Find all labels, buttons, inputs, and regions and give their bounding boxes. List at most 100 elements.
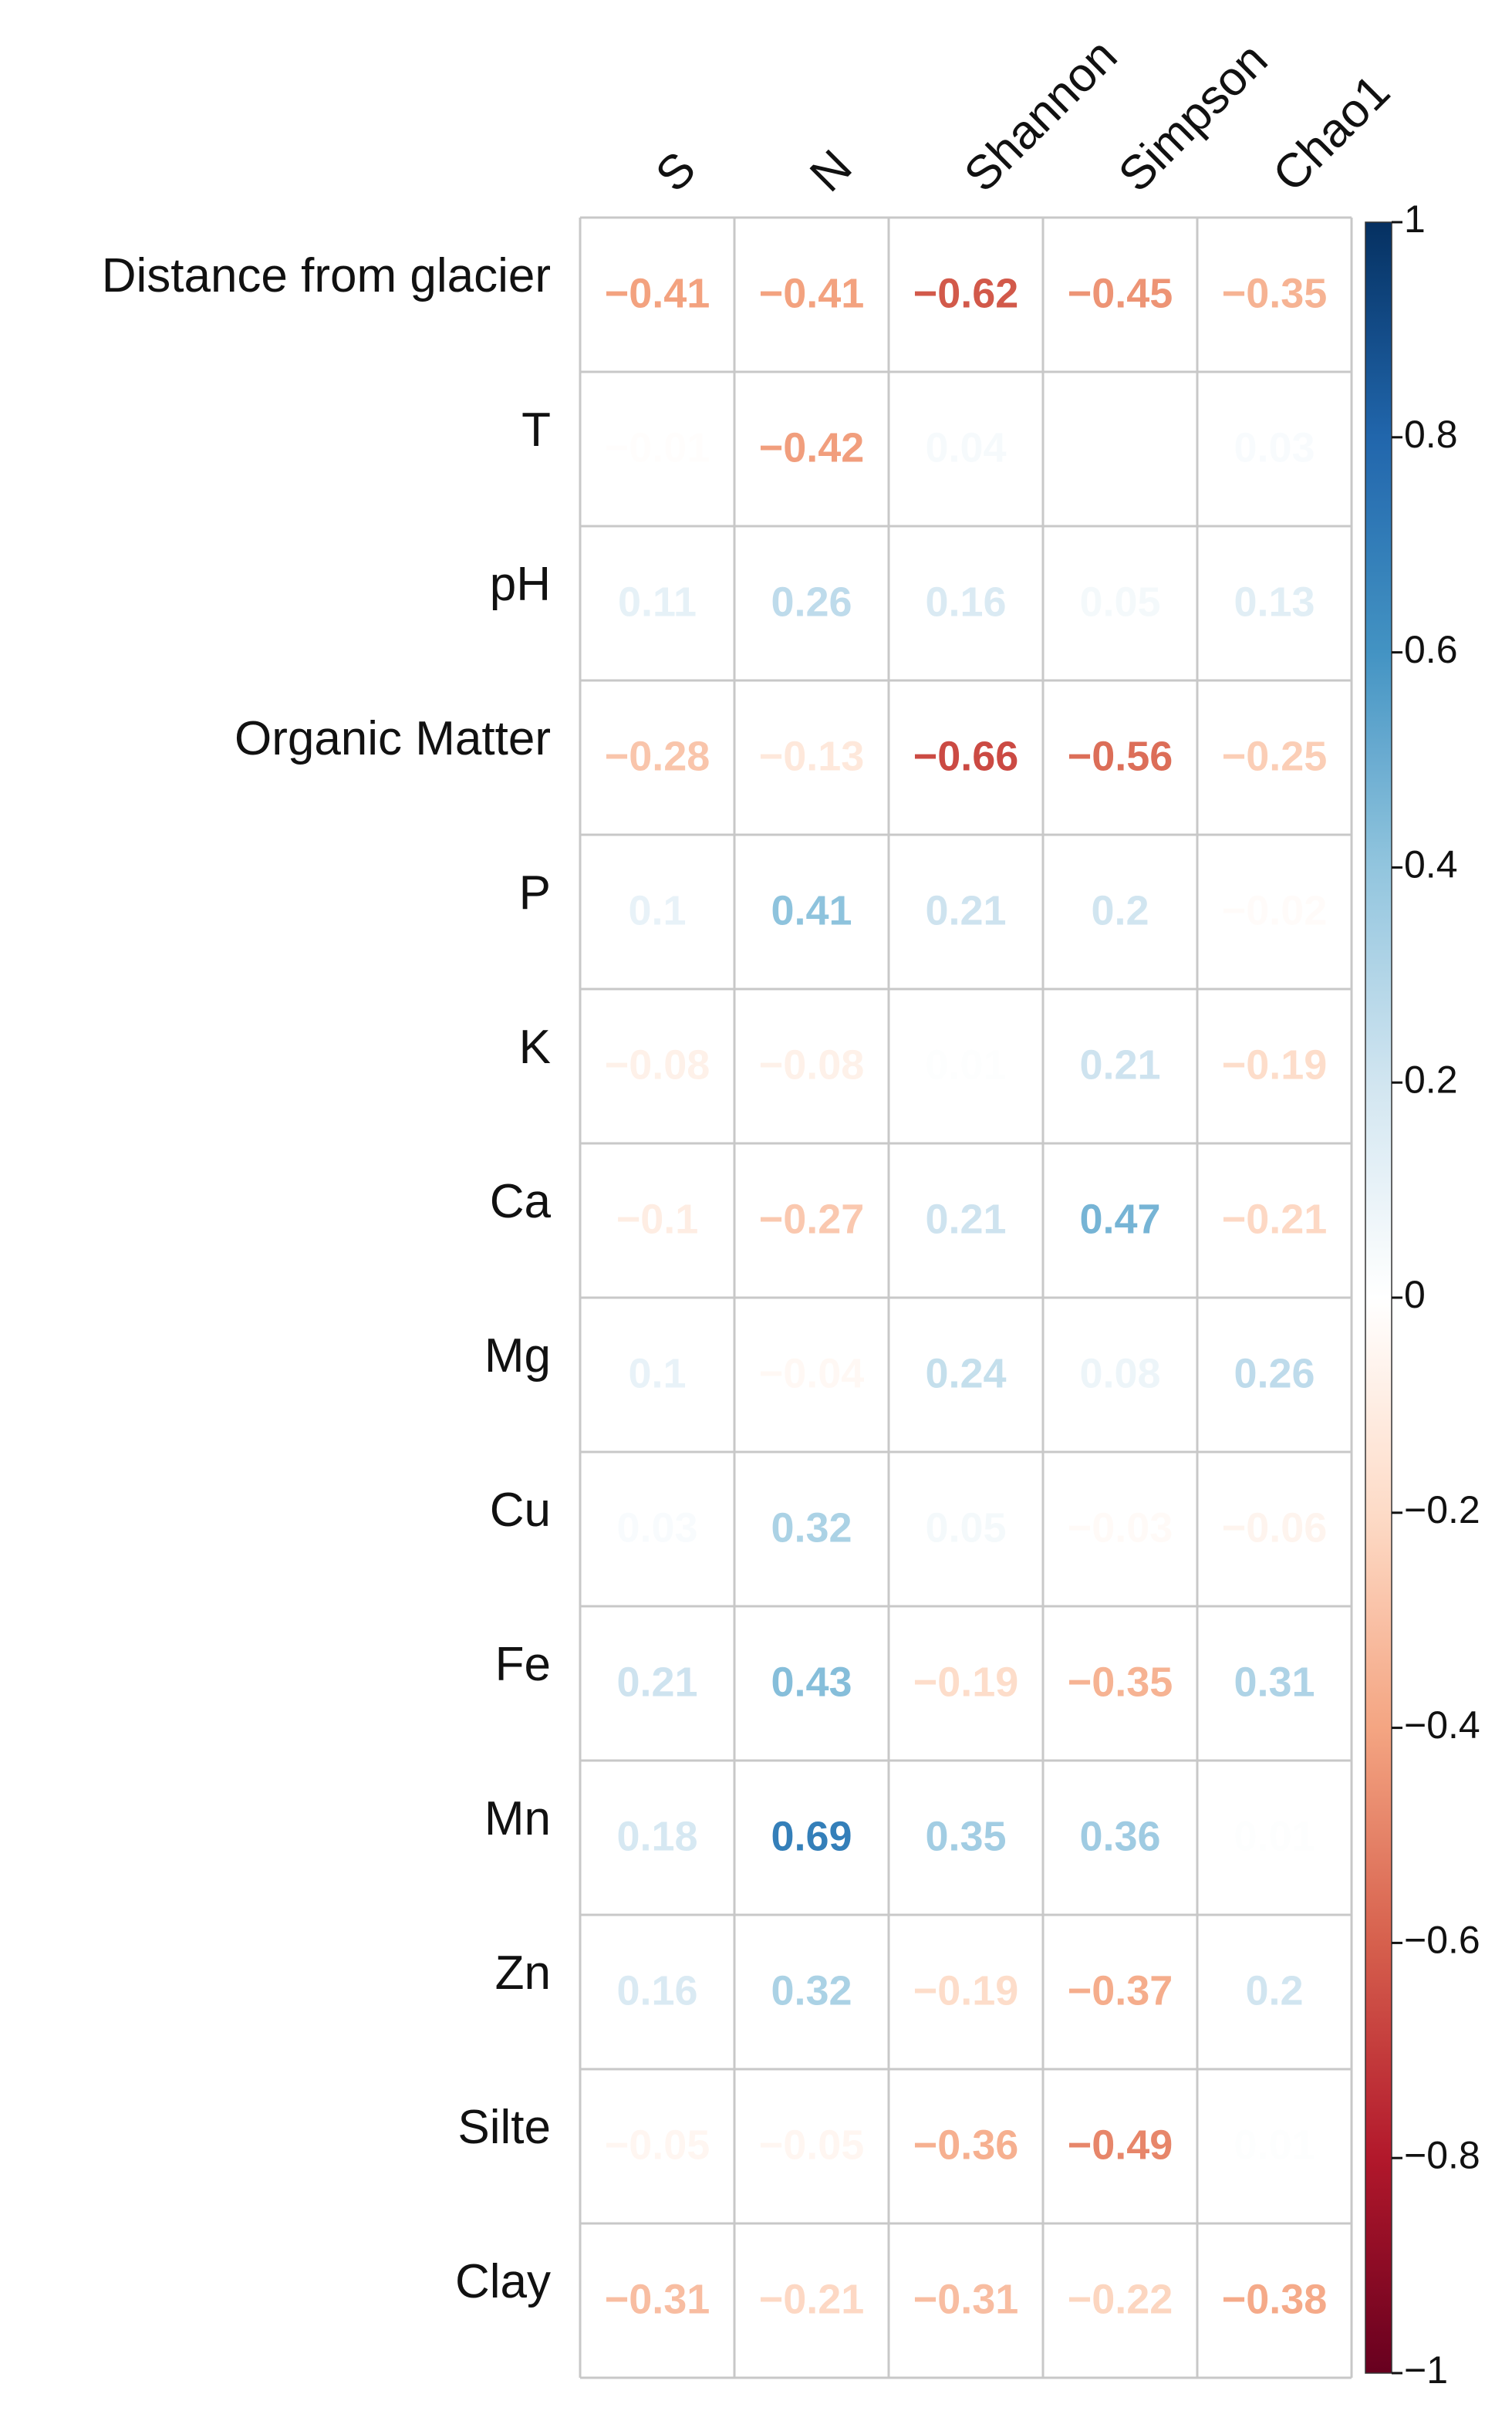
heatmap-cell [580, 989, 734, 1143]
colorbar: 1 0.8 0.6 0.4 0.2 0 −0.2 −0.4 −0.6 −0.8 −1 [1365, 198, 1480, 2392]
heatmap-cell [1043, 2069, 1197, 2223]
column-label: Simpson [1109, 33, 1277, 202]
heatmap-cell [1197, 1915, 1352, 2069]
heatmap-cell [1043, 1761, 1197, 1915]
cell-value: 0.01 [925, 1042, 1006, 1088]
cell-value: 0.41 [771, 887, 852, 934]
cell-value: 0.32 [771, 1504, 852, 1551]
heatmap-cell [1043, 1915, 1197, 2069]
colorbar-tick-label: −1 [1404, 2348, 1448, 2392]
column-label: Chao1 [1263, 65, 1400, 202]
cell-value: −0.1 [616, 1196, 699, 1242]
row-label: Zn [495, 1946, 551, 2000]
row-label: T [521, 403, 551, 457]
heatmap-cell [889, 1761, 1043, 1915]
heatmap-cell [1197, 2069, 1352, 2223]
heatmap-cell [734, 218, 889, 372]
cell-value: −0.28 [605, 733, 710, 779]
cell-value: 0.21 [925, 1196, 1006, 1242]
cell-value: 0.04 [925, 424, 1006, 471]
cell-value: −0.41 [759, 270, 865, 316]
cell-value: −0.05 [605, 2122, 710, 2168]
cell-value: 0.2 [1245, 1967, 1303, 2014]
cell-value: 0.01 [1234, 2122, 1315, 2168]
cell-value: 0.18 [616, 1813, 697, 1859]
column-label: N [800, 140, 862, 201]
heatmap-cell [1043, 1143, 1197, 1298]
heatmap-cell [1197, 835, 1352, 989]
heatmap-cell [1197, 218, 1352, 372]
heatmap-cell [580, 218, 734, 372]
cell-value: 0.05 [925, 1504, 1006, 1551]
cell-value: 0.47 [1079, 1196, 1160, 1242]
heatmap-cell [1197, 680, 1352, 835]
cell-value: −0.42 [759, 424, 865, 471]
column-label: S [646, 142, 706, 202]
heatmap-cell [1197, 1143, 1352, 1298]
cell-value: −0.21 [1222, 1196, 1328, 1242]
heatmap-cell [1197, 526, 1352, 680]
cell-value: −0.06 [1222, 1504, 1328, 1551]
row-label: pH [490, 558, 551, 611]
cell-value: −0.27 [759, 1196, 865, 1242]
heatmap-cell [1197, 2223, 1352, 2378]
heatmap-cell [580, 2069, 734, 2223]
heatmap-cell [889, 2223, 1043, 2378]
heatmap-cell [1043, 2223, 1197, 2378]
row-label: K [519, 1021, 551, 1074]
heatmap-cell [580, 2223, 734, 2378]
heatmap-cell [734, 1761, 889, 1915]
cell-value: −0.41 [605, 270, 710, 316]
heatmap-cell [1043, 1606, 1197, 1761]
colorbar-tick-label: −0.6 [1404, 1919, 1480, 1962]
cell-value: −0.13 [759, 733, 865, 779]
heatmap-cell [734, 1143, 889, 1298]
cell-value: −0.62 [913, 270, 1019, 316]
cell-value: 0.05 [1079, 579, 1160, 625]
colorbar-tick-label: 0.6 [1404, 628, 1458, 671]
heatmap-cell [734, 835, 889, 989]
heatmap-grid [579, 216, 1353, 2379]
heatmap-cell [889, 526, 1043, 680]
row-label: Ca [490, 1175, 552, 1228]
colorbar-tick-label: −0.8 [1404, 2133, 1480, 2176]
heatmap-cell [1043, 1452, 1197, 1606]
cell-value: −0.01 [605, 424, 710, 471]
heatmap-cell [889, 680, 1043, 835]
cell-value: 0.26 [771, 579, 852, 625]
cell-value: −0.38 [1222, 2276, 1328, 2322]
heatmap-cell [1043, 1298, 1197, 1452]
colorbar-tick-label: 0 [1404, 1273, 1426, 1316]
heatmap-cell [1197, 1452, 1352, 1606]
heatmap-cell [1043, 989, 1197, 1143]
heatmap-cell [734, 1915, 889, 2069]
heatmap-cell [734, 1298, 889, 1452]
row-label: Cu [490, 1484, 551, 1537]
heatmap-cell [1043, 218, 1197, 372]
cell-value: −0.35 [1068, 1659, 1173, 1705]
heatmap-cell [580, 1298, 734, 1452]
heatmap-cell [889, 372, 1043, 526]
heatmap-cell [1043, 372, 1197, 526]
cell-value: −0.19 [913, 1967, 1019, 2014]
heatmap-cell [580, 372, 734, 526]
cell-value: −0.45 [1068, 270, 1173, 316]
heatmap-cell [1197, 989, 1352, 1143]
colorbar-tick-label: 0.8 [1404, 413, 1458, 456]
heatmap-cell [734, 2223, 889, 2378]
cell-value: −0.31 [913, 2276, 1019, 2322]
cell-value: 0.26 [1234, 1350, 1315, 1396]
row-label: Silte [457, 2101, 551, 2154]
heatmap-cell [580, 1761, 734, 1915]
cell-value: −0.49 [1068, 2122, 1173, 2168]
heatmap-cell [734, 372, 889, 526]
cell-value: 0.21 [1079, 1042, 1160, 1088]
heatmap-cell [580, 1143, 734, 1298]
cell-value: 0.43 [771, 1659, 852, 1705]
cell-value: 0.21 [925, 887, 1006, 934]
heatmap-cell [734, 680, 889, 835]
colorbar-tick-label: 1 [1404, 198, 1426, 241]
heatmap-cell [580, 526, 734, 680]
cell-value: 0 [1109, 424, 1132, 471]
